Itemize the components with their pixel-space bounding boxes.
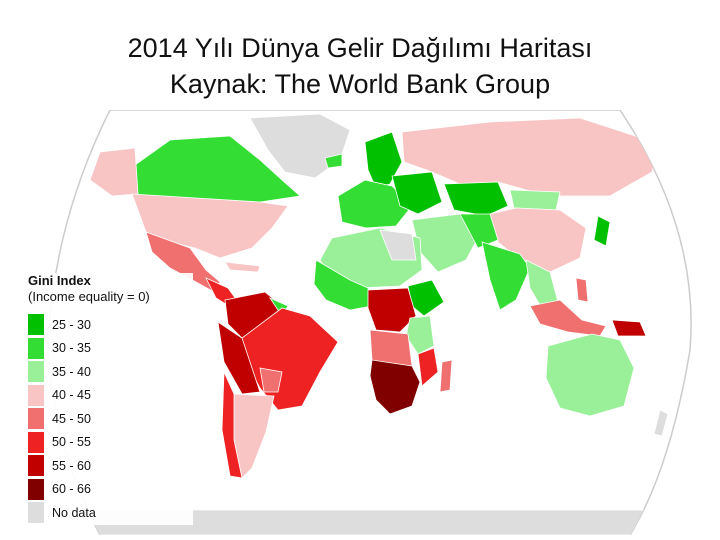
legend-item: 40 - 45: [28, 384, 193, 408]
title-line-2: Kaynak: The World Bank Group: [169, 69, 551, 99]
region-iceland: [324, 153, 343, 169]
region-china: [489, 207, 587, 273]
slide-title: 2014 Yılı Dünya Gelir Dağılımı Haritası …: [0, 30, 720, 102]
legend-subtitle: (Income equality = 0): [28, 289, 150, 304]
region-russia: [401, 117, 661, 197]
region-madagascar: [439, 359, 453, 393]
region-iran: [459, 213, 499, 249]
legend-swatch: [28, 337, 44, 359]
region-alaska: [89, 147, 139, 197]
region-chile-coast: [221, 371, 243, 479]
region-papua: [611, 319, 647, 337]
legend-item: 45 - 50: [28, 407, 193, 431]
legend-swatch: [28, 314, 44, 336]
region-peru-bolivia: [217, 321, 261, 395]
legend-title: Gini Index: [28, 273, 91, 288]
legend-item-label: 45 - 50: [52, 411, 91, 426]
legend-item-label: 25 - 30: [52, 317, 91, 332]
region-south-asia: [481, 241, 531, 311]
legend-item-label: 50 - 55: [52, 435, 91, 450]
legend-item: 30 - 35: [28, 337, 193, 361]
region-eastern-europe: [391, 171, 443, 215]
legend-swatch: [28, 408, 44, 430]
legend-item-label: 35 - 40: [52, 364, 91, 379]
region-scandinavia: [364, 131, 403, 189]
legend-items: 25 - 30 30 - 35 35 - 40 40 - 45 45 - 50 50 - …: [28, 313, 193, 525]
legend-swatch: [28, 455, 44, 477]
region-japan: [593, 215, 611, 247]
region-central-asia: [443, 181, 509, 217]
region-east-africa: [405, 315, 435, 355]
legend-swatch: [28, 478, 44, 500]
region-central-africa: [367, 287, 417, 333]
legend-item-label: 60 - 66: [52, 482, 91, 497]
legend-swatch: [28, 384, 44, 406]
region-southern-africa: [369, 359, 421, 415]
region-australia: [545, 333, 635, 417]
legend-item: 35 - 40: [28, 360, 193, 384]
legend-item: No data: [28, 501, 193, 525]
legend-item: 55 - 60: [28, 454, 193, 478]
legend-item: 60 - 66: [28, 478, 193, 502]
title-line-1: 2014 Yılı Dünya Gelir Dağılımı Haritası: [127, 33, 593, 63]
world-map: [20, 110, 710, 535]
region-western-europe: [337, 179, 413, 229]
legend-item-label: 30 - 35: [52, 341, 91, 356]
legend: Gini Index (Income equality = 0) 25 - 30…: [28, 273, 193, 525]
region-philippines: [575, 277, 589, 303]
legend-item-label: 55 - 60: [52, 458, 91, 473]
region-caribbean: [224, 261, 261, 273]
legend-item: 50 - 55: [28, 431, 193, 455]
legend-item-label: 40 - 45: [52, 388, 91, 403]
legend-item: 25 - 30: [28, 313, 193, 337]
region-mongolia: [509, 189, 561, 211]
region-indonesia: [529, 299, 607, 337]
region-greenland: [249, 113, 351, 179]
region-libya: [379, 229, 417, 261]
region-paraguay: [259, 367, 283, 393]
legend-swatch: [28, 361, 44, 383]
region-mozambique: [417, 347, 439, 387]
region-new-zealand: [653, 409, 669, 437]
region-west-africa: [313, 259, 373, 311]
legend-swatch: [28, 502, 44, 524]
legend-item-label: No data: [52, 505, 96, 520]
legend-swatch: [28, 431, 44, 453]
